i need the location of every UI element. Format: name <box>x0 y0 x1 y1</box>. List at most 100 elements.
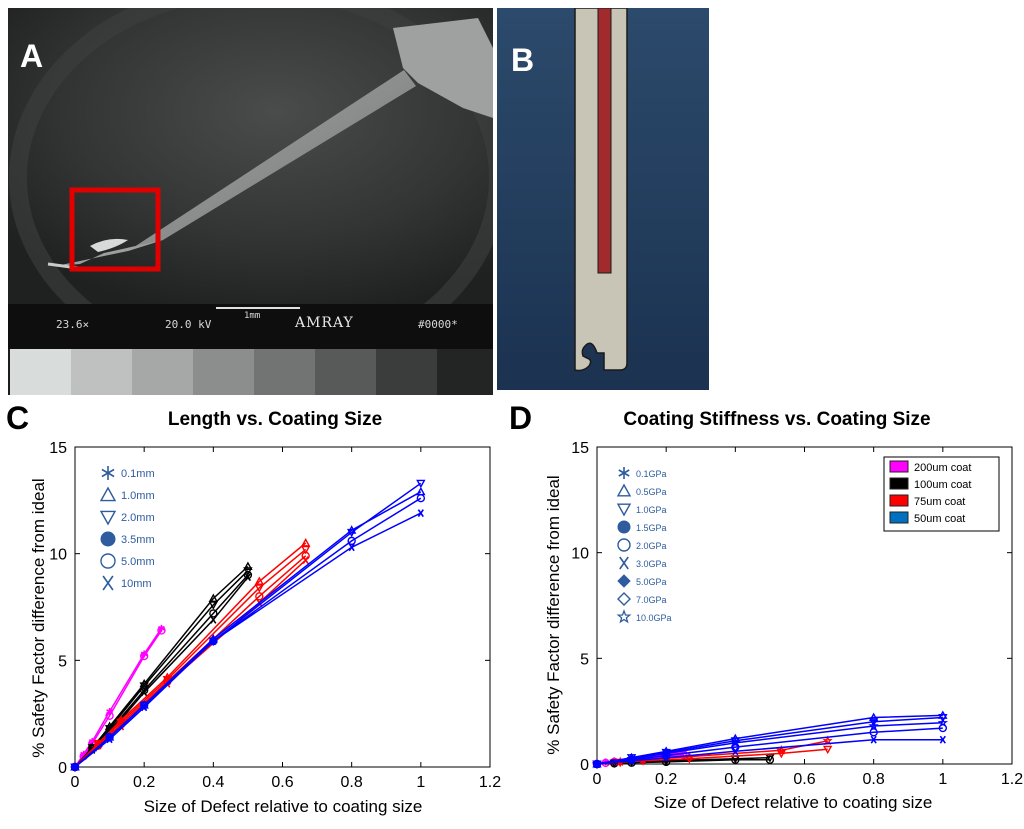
marker-circle <box>105 711 114 720</box>
defect-highlight-box <box>69 187 161 272</box>
x-tick-label: 0.6 <box>793 771 815 788</box>
legend-label: 10.0GPa <box>636 613 672 623</box>
marker-legend: 0.1mm 1.0mm 2.0mm 3.5mm 5.0mm 10mm <box>99 466 155 591</box>
marker-x <box>141 688 148 697</box>
marker-filled-circle <box>617 520 631 534</box>
needle-cross-section-model <box>497 7 709 390</box>
series-line <box>596 738 943 765</box>
marker-triangle-down <box>254 584 265 593</box>
color-legend-item: 75um coat <box>889 494 965 508</box>
marker-circle <box>416 493 426 503</box>
legend-label: 5.0GPa <box>636 577 667 587</box>
legend-item: 3.5mm <box>100 531 155 547</box>
legend-item: 1.5GPa <box>617 520 667 534</box>
marker-filled-diamond <box>617 574 631 588</box>
color-swatch <box>889 494 909 507</box>
legend-label: 2.0mm <box>121 512 155 524</box>
y-tick-label: 0 <box>58 760 67 777</box>
y-tick-label: 10 <box>49 547 67 564</box>
y-tick-label: 10 <box>571 546 589 563</box>
marker-triangle-down <box>99 510 117 526</box>
marker-star <box>616 609 632 624</box>
marker-legend: 0.1GPa 0.5GPa 1.0GPa 1.5GPa 2.0GPa 3.0GPa 5.0G… <box>616 467 672 624</box>
grayscale-swatch <box>437 349 493 395</box>
marker-circle <box>139 651 149 661</box>
y-axis-label: % Safety Factor difference from ideal <box>29 478 48 757</box>
legend-item: 1.0GPa <box>616 503 667 517</box>
marker-circle <box>255 592 264 601</box>
legend-label: 0.5GPa <box>636 487 667 497</box>
chart-coating-stiffness-vs-coating-size: Coating Stiffness vs. Coating Size Size … <box>544 409 1023 812</box>
marker-triangle-up <box>208 593 219 602</box>
marker-triangle-down <box>938 714 948 723</box>
marker-circle <box>938 723 948 733</box>
scale-bar-label: 1mm <box>244 311 261 321</box>
series-line <box>74 497 422 768</box>
marker-asterisk <box>101 466 115 480</box>
marker-filled-circle <box>100 531 116 547</box>
color-legend-item: 200um coat <box>889 460 971 474</box>
marker-circle <box>209 609 218 618</box>
legend-item: 5.0mm <box>100 553 155 569</box>
color-legend-item: 50um coat <box>889 511 965 525</box>
marker-x <box>210 637 217 646</box>
voltage-readout: 20.0 kV <box>165 318 212 331</box>
plot-area <box>74 446 491 768</box>
x-tick-label: 0.2 <box>133 774 155 791</box>
marker-x <box>244 573 252 582</box>
marker-circle <box>617 538 631 552</box>
legend-item: 10mm <box>102 575 152 591</box>
marker-triangle-down <box>139 682 149 691</box>
grayscale-swatch <box>376 349 437 395</box>
marker-x <box>102 575 114 591</box>
marker-triangle-up <box>616 483 632 497</box>
marker-x <box>302 556 309 565</box>
color-swatch <box>889 460 909 473</box>
legend-label: 3.5mm <box>121 534 155 546</box>
y-tick-label: 15 <box>49 440 67 457</box>
legend-label: 5.0mm <box>121 556 155 568</box>
series-line <box>74 627 163 768</box>
x-tick-label: 0.4 <box>724 771 746 788</box>
marker-triangle-up <box>99 486 117 502</box>
marker-x <box>141 703 148 712</box>
grayscale-calibration-strip <box>10 349 493 395</box>
color-legend: 200um coat 100um coat 75um coat 50um coat <box>883 456 1000 532</box>
legend-label: 1.0GPa <box>636 505 667 515</box>
x-tick-label: 0 <box>71 774 80 791</box>
marker-x <box>870 735 877 744</box>
marker-circle <box>869 728 878 737</box>
marker-x <box>106 735 113 744</box>
marker-triangle-up <box>254 576 265 585</box>
marker-x <box>593 760 601 768</box>
color-legend-label: 75um coat <box>914 496 965 508</box>
x-tick-label: 1 <box>416 774 425 791</box>
marker-circle <box>765 755 775 764</box>
marker-triangle-down <box>208 601 219 610</box>
image-id: #0000* <box>418 318 458 331</box>
legend-label: 2.0GPa <box>636 541 667 551</box>
x-tick-label: 0.8 <box>863 771 885 788</box>
legend-item: 2.0mm <box>99 510 155 526</box>
color-legend-label: 200um coat <box>914 462 971 474</box>
needle-shaft-shape <box>128 70 416 251</box>
panel-label-c: C <box>6 400 30 436</box>
marker-circle <box>70 762 80 772</box>
marker-triangle-down <box>243 567 253 576</box>
panel-b-model: B <box>497 7 709 390</box>
marker-triangle-up <box>346 525 357 534</box>
color-legend-item: 100um coat <box>889 477 971 491</box>
marker-x <box>663 753 670 762</box>
marker-triangle-down <box>416 479 426 489</box>
legend-item: 0.5GPa <box>616 483 667 497</box>
needle-base-shape <box>393 18 493 118</box>
x-tick-label: 1 <box>938 771 947 788</box>
marker-circle <box>347 536 356 546</box>
color-swatch <box>889 477 909 490</box>
series-line <box>74 574 249 768</box>
legend-label: 3.0GPa <box>636 559 667 569</box>
marker-triangle-down <box>300 545 311 555</box>
x-tick-label: 0.8 <box>341 774 363 791</box>
series <box>71 509 424 771</box>
sem-micrograph <box>8 8 493 395</box>
